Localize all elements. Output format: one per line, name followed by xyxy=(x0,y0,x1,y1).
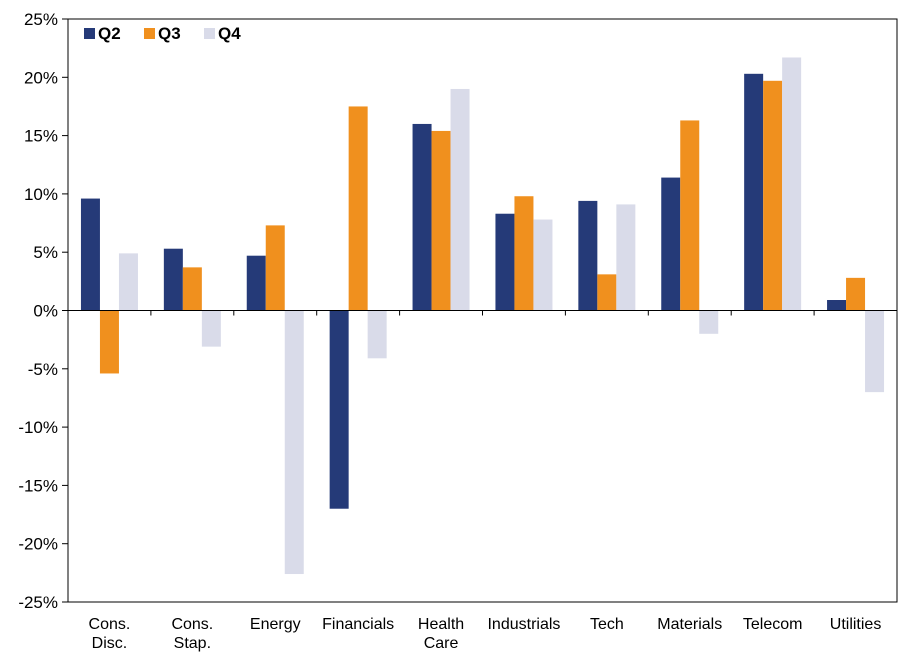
x-category-label-line: Utilities xyxy=(830,616,882,633)
bar-q3 xyxy=(514,196,534,311)
x-category-label-line: Disc. xyxy=(92,635,128,652)
legend: Q2 Q3 Q4 xyxy=(84,24,241,43)
bar-q4 xyxy=(367,310,387,359)
x-category-label-line: Tech xyxy=(590,616,624,633)
bar-q2 xyxy=(578,200,598,311)
x-category-label-line: Materials xyxy=(657,616,722,633)
bar-q3 xyxy=(348,106,368,311)
x-category-label: Tech xyxy=(590,616,624,633)
bar-q4 xyxy=(782,57,802,311)
legend-swatch-q3 xyxy=(144,28,155,39)
y-tick-label: -5% xyxy=(28,360,58,379)
y-tick-label: 25% xyxy=(24,10,58,29)
legend-swatch-q2 xyxy=(84,28,95,39)
x-category-label-line: Health xyxy=(418,616,464,633)
bar-q2 xyxy=(246,255,266,311)
bar-q3 xyxy=(265,225,285,311)
bar-q4 xyxy=(533,219,553,311)
x-category-label: Industrials xyxy=(487,616,560,633)
legend-label-q3: Q3 xyxy=(158,24,181,43)
legend-label-q2: Q2 xyxy=(98,24,121,43)
x-category-label-line: Cons. xyxy=(89,616,131,633)
bar-q4 xyxy=(699,310,719,334)
x-category-label: Cons. Disc. xyxy=(89,616,131,652)
bar-q3 xyxy=(680,120,700,311)
bar-q4 xyxy=(865,310,885,393)
y-tick-label: 5% xyxy=(33,243,58,262)
bar-q3 xyxy=(99,310,119,374)
y-tick-label: 0% xyxy=(33,302,58,321)
plot-area: -25% -20% -15% -10% -5% 0% 5% 10% 15% 20% 25% Cons.… xyxy=(18,10,898,652)
bar-q2 xyxy=(495,213,515,311)
y-tick-label: 15% xyxy=(24,127,58,146)
bar-q3 xyxy=(431,130,451,311)
bar-q2 xyxy=(744,73,764,311)
legend-label-q4: Q4 xyxy=(218,24,241,43)
y-tick-label: 20% xyxy=(24,68,58,87)
bar-q3 xyxy=(763,80,783,311)
bar-q4 xyxy=(118,253,138,311)
x-category-label-line: Stap. xyxy=(174,635,211,652)
bar-q4 xyxy=(201,310,221,347)
bar-q2 xyxy=(80,198,100,311)
x-category-label-line: Energy xyxy=(250,616,301,633)
x-category-label: Materials xyxy=(657,616,722,633)
bar-q2 xyxy=(329,310,349,509)
bar-q4 xyxy=(284,310,304,575)
bar-q3 xyxy=(182,267,202,311)
y-tick-label: -25% xyxy=(18,593,58,612)
x-category-label-line: Telecom xyxy=(743,616,803,633)
x-category-label: Financials xyxy=(322,616,394,633)
x-category-label: Utilities xyxy=(830,616,882,633)
x-category-label: Telecom xyxy=(743,616,803,633)
bar-q3 xyxy=(846,277,866,311)
bar-q2 xyxy=(163,248,183,311)
legend-swatch-q4 xyxy=(204,28,215,39)
bar-q2 xyxy=(412,123,432,311)
bar-q2 xyxy=(661,177,681,311)
bar-q4 xyxy=(616,204,636,311)
bar-q4 xyxy=(450,88,470,311)
x-category-label-line: Industrials xyxy=(487,616,560,633)
x-category-label-line: Financials xyxy=(322,616,394,633)
x-category-label: Health Care xyxy=(418,616,464,652)
y-tick-label: 10% xyxy=(24,185,58,204)
y-tick-label: -15% xyxy=(18,476,58,495)
bar-q3 xyxy=(597,274,617,311)
x-category-label-line: Care xyxy=(424,635,459,652)
x-category-label: Cons. Stap. xyxy=(171,616,213,652)
y-tick-label: -20% xyxy=(18,535,58,554)
y-tick-label: -10% xyxy=(18,418,58,437)
bar-q2 xyxy=(827,300,847,311)
x-category-label-line: Cons. xyxy=(171,616,213,633)
x-category-label: Energy xyxy=(250,616,301,633)
